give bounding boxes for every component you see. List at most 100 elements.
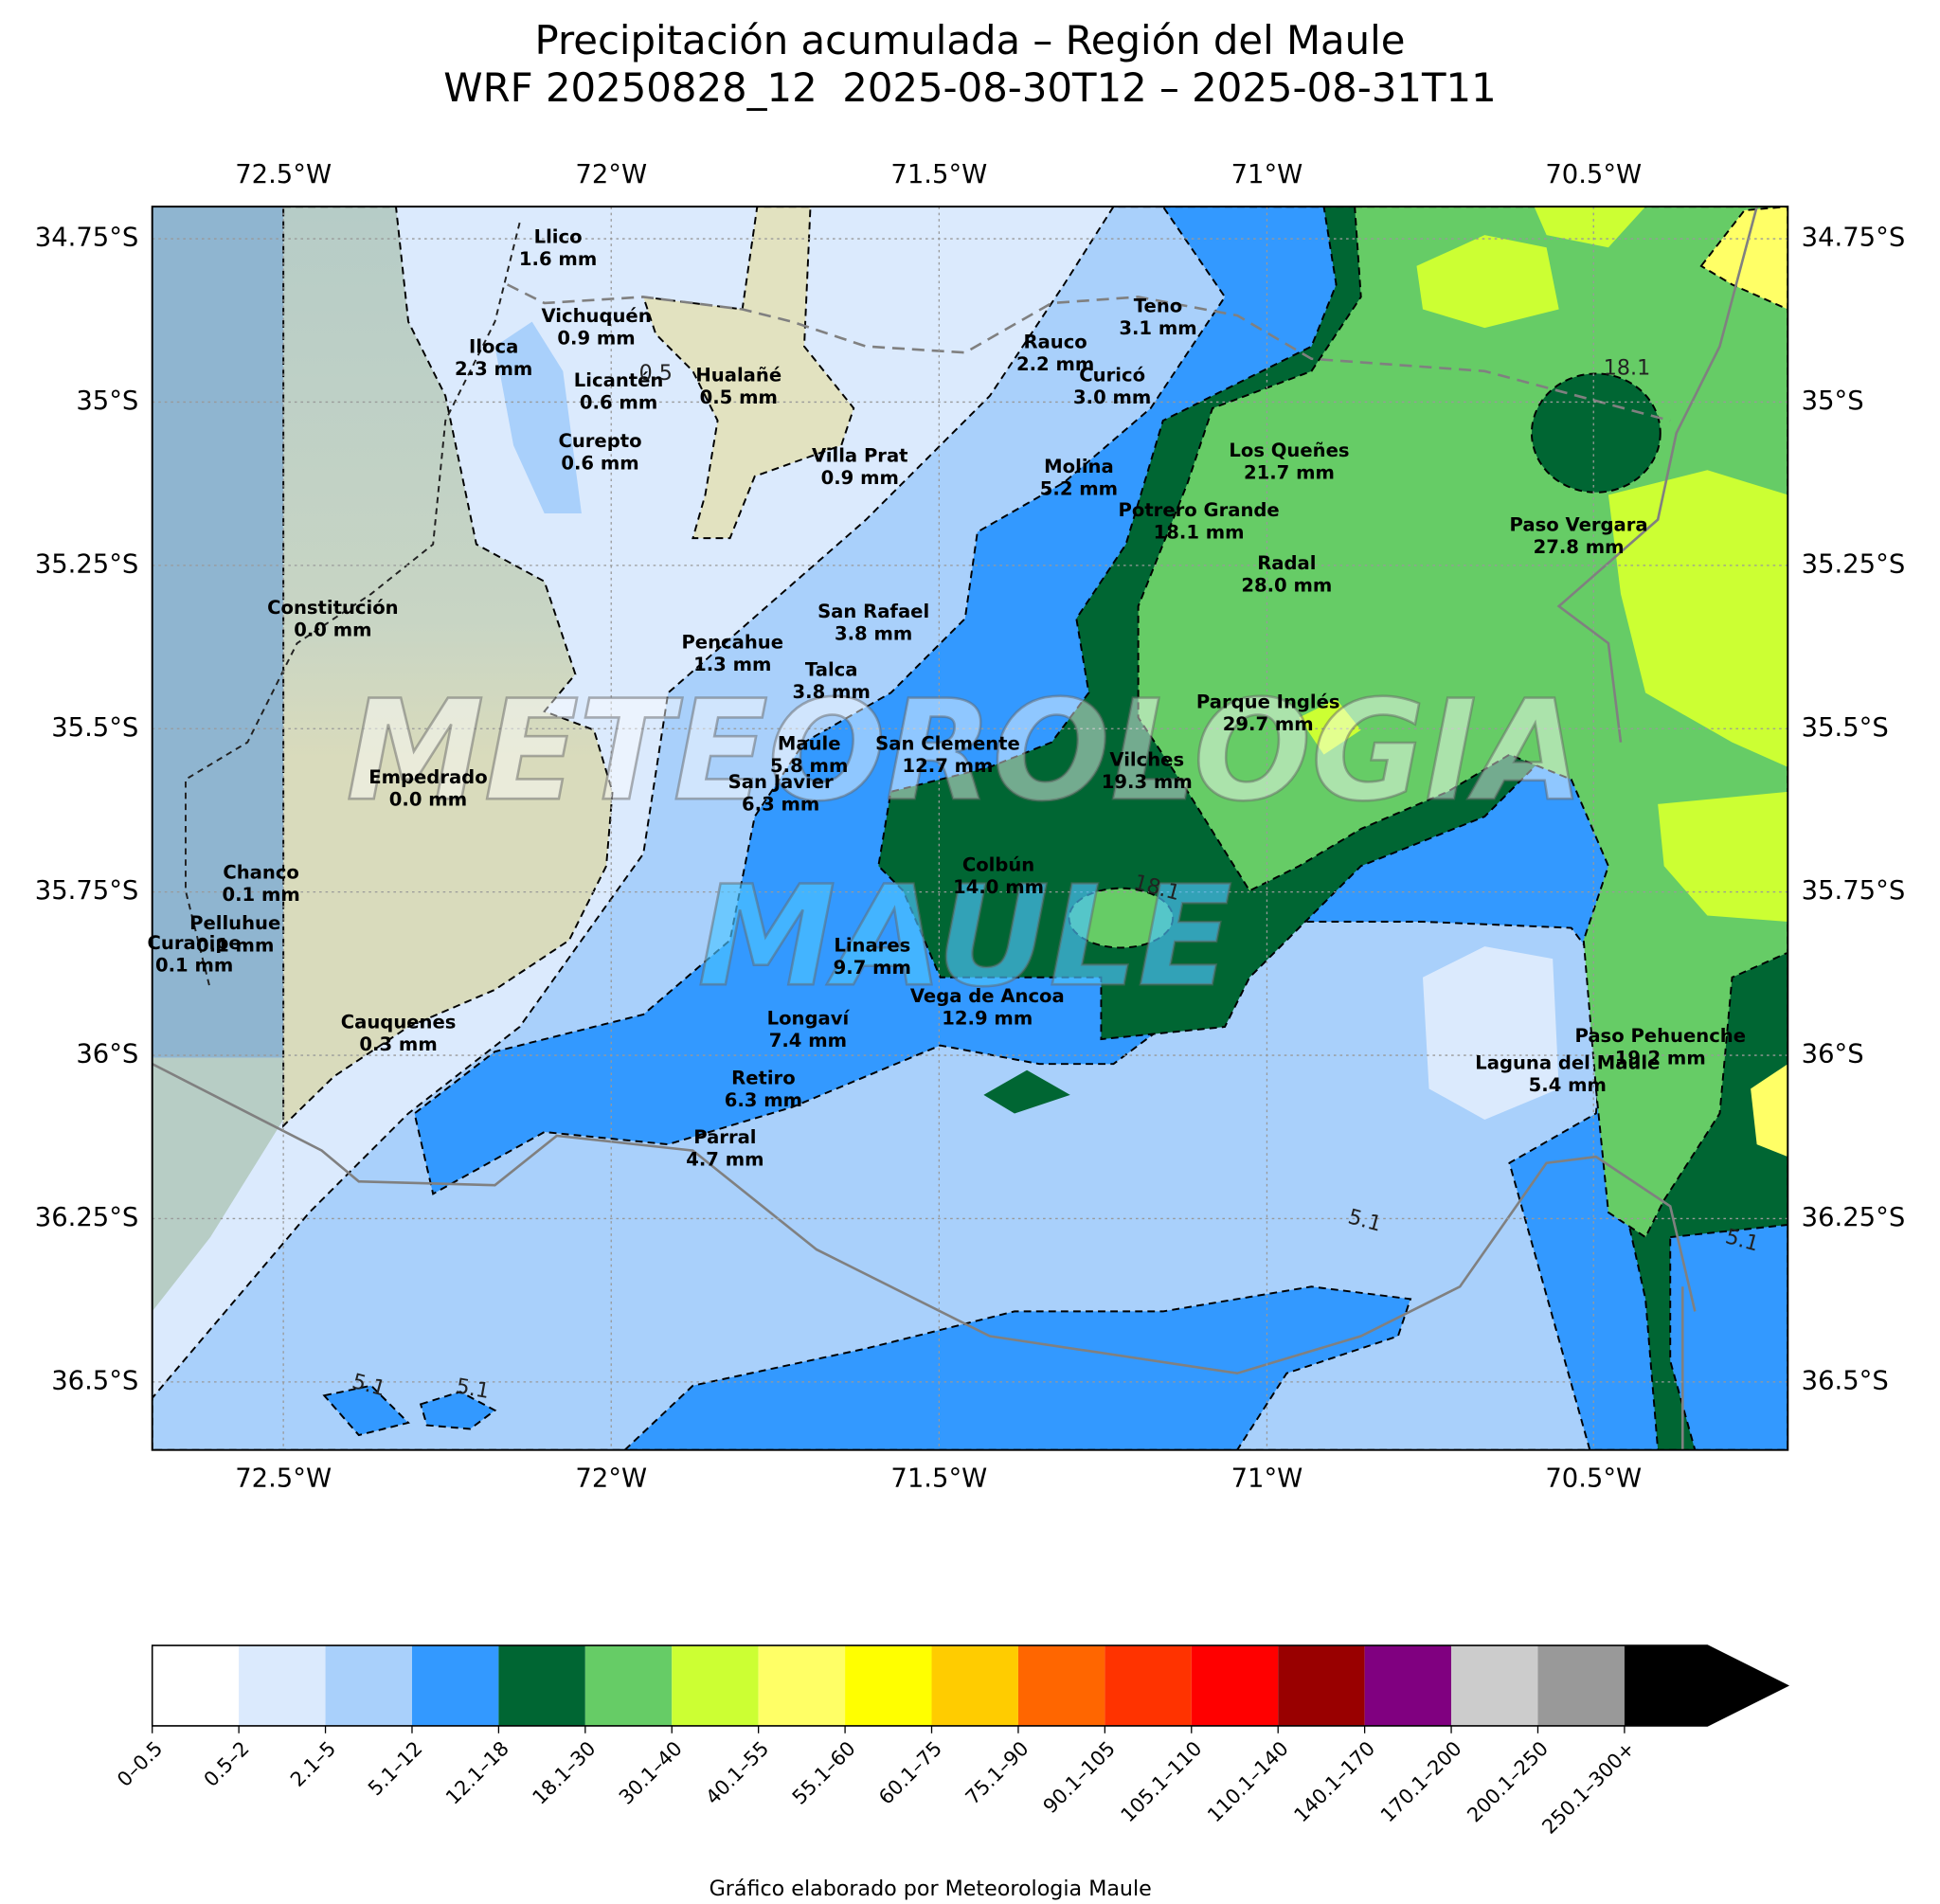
- station-precip: 0.3 mm: [359, 1033, 437, 1055]
- colorbar-swatch: [1017, 1645, 1105, 1726]
- station-precip: 12.9 mm: [942, 1008, 1033, 1030]
- station-precip: 0.9 mm: [821, 467, 899, 489]
- station-precip: 0.9 mm: [557, 327, 635, 349]
- station-precip: 0.1 mm: [196, 935, 274, 957]
- colorbar-swatch: [845, 1645, 932, 1726]
- colorbar-label: 60.1–75: [874, 1737, 946, 1809]
- station-name: Teno: [1134, 295, 1182, 316]
- lon-label: 72.5°W: [235, 1464, 332, 1494]
- colorbar-swatch: [152, 1645, 240, 1726]
- footer: Gráfico elaborado por Meteorologia Maule: [710, 1877, 1152, 1901]
- contour-label: 18.1: [1604, 356, 1650, 381]
- lat-label: 35°S: [76, 386, 138, 416]
- station-precip: 1.3 mm: [693, 654, 771, 675]
- contour-label: 0.5: [639, 361, 673, 386]
- lat-label: 36.25°S: [1802, 1203, 1906, 1232]
- coastline: [184, 222, 521, 991]
- lon-label: 70.5°W: [1545, 1464, 1642, 1494]
- station-precip: 29.7 mm: [1223, 713, 1314, 735]
- station-name: Pelluhue: [189, 912, 280, 934]
- colorbar-label: 18.1–30: [528, 1737, 600, 1809]
- station-name: Talca: [805, 658, 858, 680]
- lon-label: 71.5°W: [890, 160, 987, 189]
- colorbar-swatch: [1105, 1645, 1192, 1726]
- colorbar-label: 55.1–60: [788, 1737, 860, 1809]
- station-precip: 3.8 mm: [793, 681, 871, 703]
- colorbar-label: 110.1–140: [1203, 1737, 1293, 1827]
- colorbar-label: 30.1–40: [615, 1737, 687, 1809]
- station-name: Parque Inglés: [1196, 691, 1340, 712]
- precip-area: [494, 321, 582, 514]
- station-precip: 0.0 mm: [294, 620, 371, 641]
- station-name: Linares: [834, 935, 910, 957]
- station-name: Constitución: [267, 597, 398, 619]
- border: [506, 283, 1671, 422]
- precip-area: [1423, 946, 1559, 1120]
- map-layers: [152, 207, 1788, 1450]
- colorbar-swatch: [498, 1645, 585, 1726]
- lon-label: 72°W: [575, 1464, 647, 1494]
- subtitle: WRF 20250828_12 2025-08-30T12 – 2025-08-…: [443, 64, 1496, 111]
- precip-area: [983, 1069, 1070, 1114]
- lon-label: 71.5°W: [890, 1464, 987, 1494]
- precip-area: [1530, 372, 1662, 494]
- colorbar-swatch: [1364, 1645, 1452, 1726]
- colorbar-swatch: [1278, 1645, 1365, 1726]
- lat-label: 36.25°S: [35, 1203, 139, 1232]
- station-name: Colbún: [962, 854, 1034, 876]
- colorbar-label: 170.1–200: [1376, 1737, 1466, 1827]
- lat-label: 35.75°S: [1802, 876, 1906, 906]
- station-name: Llico: [534, 225, 583, 247]
- lat-label: 36.5°S: [51, 1366, 138, 1395]
- station-name: Paso Vergara: [1510, 514, 1648, 536]
- station-precip: 18.1 mm: [1154, 521, 1245, 543]
- precip-area: [419, 1391, 497, 1430]
- watermark: METEOROLOGIA: [347, 671, 1584, 832]
- station-name: Retiro: [731, 1067, 796, 1088]
- land: [152, 1057, 284, 1312]
- watermark: MAULE: [698, 856, 1232, 1017]
- station-name: Villa Prat: [812, 444, 908, 466]
- border: [1556, 207, 1758, 743]
- colorbar-swatch: [1451, 1645, 1538, 1726]
- lat-label: 35.75°S: [35, 876, 139, 906]
- lat-label: 34.75°S: [35, 224, 139, 253]
- colorbar-swatch: [1624, 1645, 1788, 1726]
- lat-label: 35.5°S: [51, 713, 138, 743]
- station-precip: 0.5 mm: [700, 386, 778, 408]
- station-name: San Clemente: [875, 733, 1020, 755]
- contour-label: 5.1: [454, 1374, 491, 1404]
- station-precip: 5.4 mm: [1529, 1074, 1607, 1096]
- precip-area: [1416, 235, 1559, 329]
- colorbar-label: 200.1–250: [1463, 1737, 1553, 1827]
- border: [152, 1063, 1697, 1375]
- station-precip: 2.3 mm: [455, 358, 532, 380]
- colorbar-label: 105.1–110: [1117, 1737, 1207, 1827]
- station-name: Vichuquén: [541, 305, 651, 327]
- station-precip: 2.2 mm: [1016, 353, 1094, 375]
- colorbar-label: 0–0.5: [113, 1737, 167, 1791]
- lon-label: 71°W: [1231, 160, 1303, 189]
- lat-label: 36°S: [1802, 1040, 1864, 1069]
- colorbar-swatch: [325, 1645, 412, 1726]
- station-precip: 3.0 mm: [1073, 386, 1151, 408]
- colorbar-label: 140.1–170: [1289, 1737, 1379, 1827]
- station-precip: 0.6 mm: [561, 452, 638, 474]
- colorbar-label: 2.1–5: [286, 1737, 340, 1791]
- station-name: Los Queñes: [1229, 440, 1349, 461]
- dry-area: [641, 207, 855, 540]
- lat-label: 36°S: [76, 1040, 138, 1069]
- station-precip: 0.1 mm: [155, 955, 233, 977]
- station-name: Laguna del Maule: [1475, 1052, 1660, 1074]
- station-name: Radal: [1257, 552, 1316, 574]
- lon-label: 70.5°W: [1545, 160, 1642, 189]
- station-precip: 0.0 mm: [389, 789, 467, 811]
- station-precip: 3.1 mm: [1119, 317, 1196, 339]
- station-name: Iloca: [469, 335, 518, 357]
- precip-area: [1068, 887, 1175, 949]
- station-name: Curepto: [558, 430, 641, 452]
- lon-label: 71°W: [1231, 1464, 1303, 1494]
- station-precip: 3.8 mm: [835, 622, 912, 644]
- station-name: Molina: [1044, 456, 1114, 477]
